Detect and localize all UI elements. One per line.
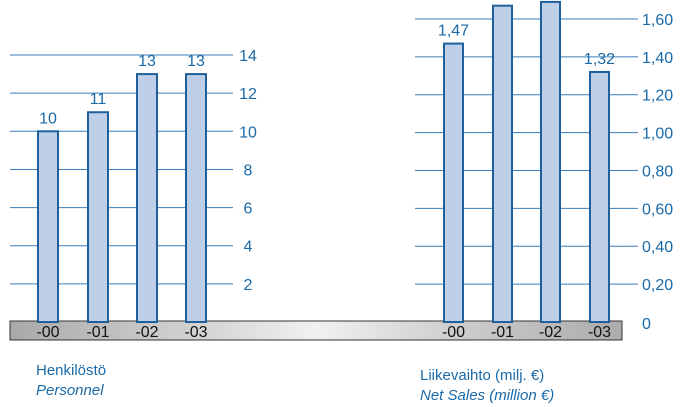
net-sales-data-label: 1,67: [487, 0, 518, 2]
personnel-category-label: -00: [36, 324, 59, 341]
personnel-category-label: -03: [184, 324, 207, 341]
net-sales-caption-en: Net Sales (million €): [420, 387, 555, 404]
personnel-ytick-label: 12: [239, 86, 257, 103]
net-sales-ytick-label: 0,20: [642, 277, 673, 294]
personnel-bar: [136, 73, 158, 323]
personnel-category-label: -02: [135, 324, 158, 341]
net-sales-bar: [540, 0, 561, 323]
net-sales-bar: [443, 42, 464, 323]
personnel-ytick-label: 2: [244, 277, 253, 294]
net-sales-chart: 00,200,400,600,801,001,201,401,601,801,4…: [415, 0, 673, 341]
net-sales-caption: Liikevaihto (milj. €) Net Sales (million…: [420, 366, 554, 406]
net-sales-bar: [589, 70, 610, 323]
personnel-ytick-label: 10: [239, 124, 257, 141]
personnel-caption-en: Personnel: [36, 382, 104, 399]
personnel-data-label: 11: [90, 91, 107, 108]
net-sales-ytick-label: 0,80: [642, 163, 673, 180]
personnel-data-label: 13: [187, 53, 205, 70]
personnel-ytick-label: 14: [239, 48, 257, 65]
net-sales-ytick-label: 0,40: [642, 239, 673, 256]
net-sales-bar: [492, 4, 513, 324]
net-sales-ytick-label: 0,60: [642, 201, 673, 218]
net-sales-category-label: -03: [588, 324, 611, 341]
personnel-caption-fi: Henkilöstö: [36, 362, 107, 379]
net-sales-ytick-label: 1,60: [642, 12, 673, 29]
net-sales-data-label: 1,32: [584, 51, 615, 68]
personnel-bar: [37, 130, 59, 323]
net-sales-ytick-label: 1,20: [642, 88, 673, 105]
personnel-ytick-label: 4: [244, 239, 253, 256]
net-sales-ytick-label: 1,00: [642, 126, 673, 143]
net-sales-category-label: -01: [491, 324, 514, 341]
net-sales-category-label: -00: [442, 324, 465, 341]
net-sales-ytick-label: 0: [642, 316, 651, 333]
net-sales-data-label: 1,47: [438, 23, 469, 40]
personnel-bar: [185, 73, 207, 323]
net-sales-ytick-label: 1,40: [642, 50, 673, 67]
personnel-ytick-label: 6: [244, 201, 253, 218]
personnel-data-label: 13: [138, 53, 156, 70]
net-sales-caption-fi: Liikevaihto (milj. €): [420, 367, 545, 384]
personnel-ytick-label: 8: [244, 162, 253, 179]
personnel-chart: 2 4 6 8 10 12 14 10 -00 11 -01 13 -02 13 -03: [10, 48, 257, 341]
personnel-category-label: -01: [86, 324, 109, 341]
personnel-caption: Henkilöstö Personnel: [36, 361, 106, 401]
category-band: [9, 320, 623, 341]
personnel-bar: [87, 111, 109, 324]
net-sales-category-label: -02: [539, 324, 562, 341]
personnel-data-label: 10: [39, 110, 57, 127]
